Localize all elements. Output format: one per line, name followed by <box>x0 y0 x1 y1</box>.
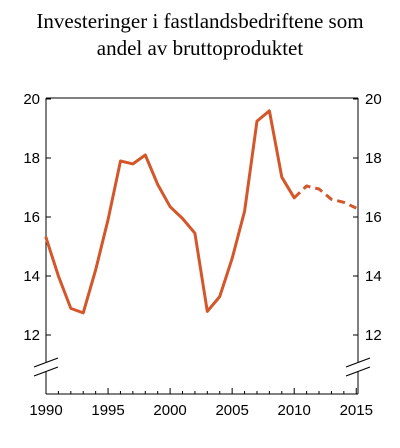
chart-title: Investeringer i fastlandsbedriftene som … <box>0 8 400 62</box>
series-line-projection <box>293 184 357 210</box>
x-tick-label-1995: 1995 <box>91 402 124 419</box>
y-tick-label-left-16: 16 <box>23 209 40 226</box>
axis-break-mark-left-upper <box>33 357 59 368</box>
axis-break-gap-left <box>44 362 48 372</box>
y-tick-label-right-20: 20 <box>365 91 382 108</box>
y-tick-label-right-16: 16 <box>365 209 382 226</box>
x-tick-label-2000: 2000 <box>153 402 186 419</box>
y-tick-label-left-18: 18 <box>23 150 40 167</box>
y-tick-label-left-12: 12 <box>23 327 40 344</box>
chart-title-line-2: andel av bruttoproduktet <box>96 36 304 60</box>
y-tick-label-left-14: 14 <box>23 268 40 285</box>
axis-break-mark-right-upper <box>345 357 371 368</box>
series-line-actual <box>44 109 296 315</box>
x-tick-label-2005: 2005 <box>215 402 248 419</box>
axis-break-mark-right-lower <box>345 366 371 377</box>
y-tick-label-right-14: 14 <box>365 268 382 285</box>
axis-break-gap-right <box>356 362 360 372</box>
y-tick-label-right-12: 12 <box>365 327 382 344</box>
chart-title-line-1: Investeringer i fastlandsbedriftene som <box>36 9 364 33</box>
axis-break-mark-left-lower <box>33 366 59 377</box>
y-tick-label-right-18: 18 <box>365 150 382 167</box>
y-tick-label-left-20: 20 <box>23 91 40 108</box>
x-tick-label-2010: 2010 <box>278 402 311 419</box>
x-tick-label-2015: 2015 <box>340 402 373 419</box>
x-tick-label-1990: 1990 <box>29 402 62 419</box>
